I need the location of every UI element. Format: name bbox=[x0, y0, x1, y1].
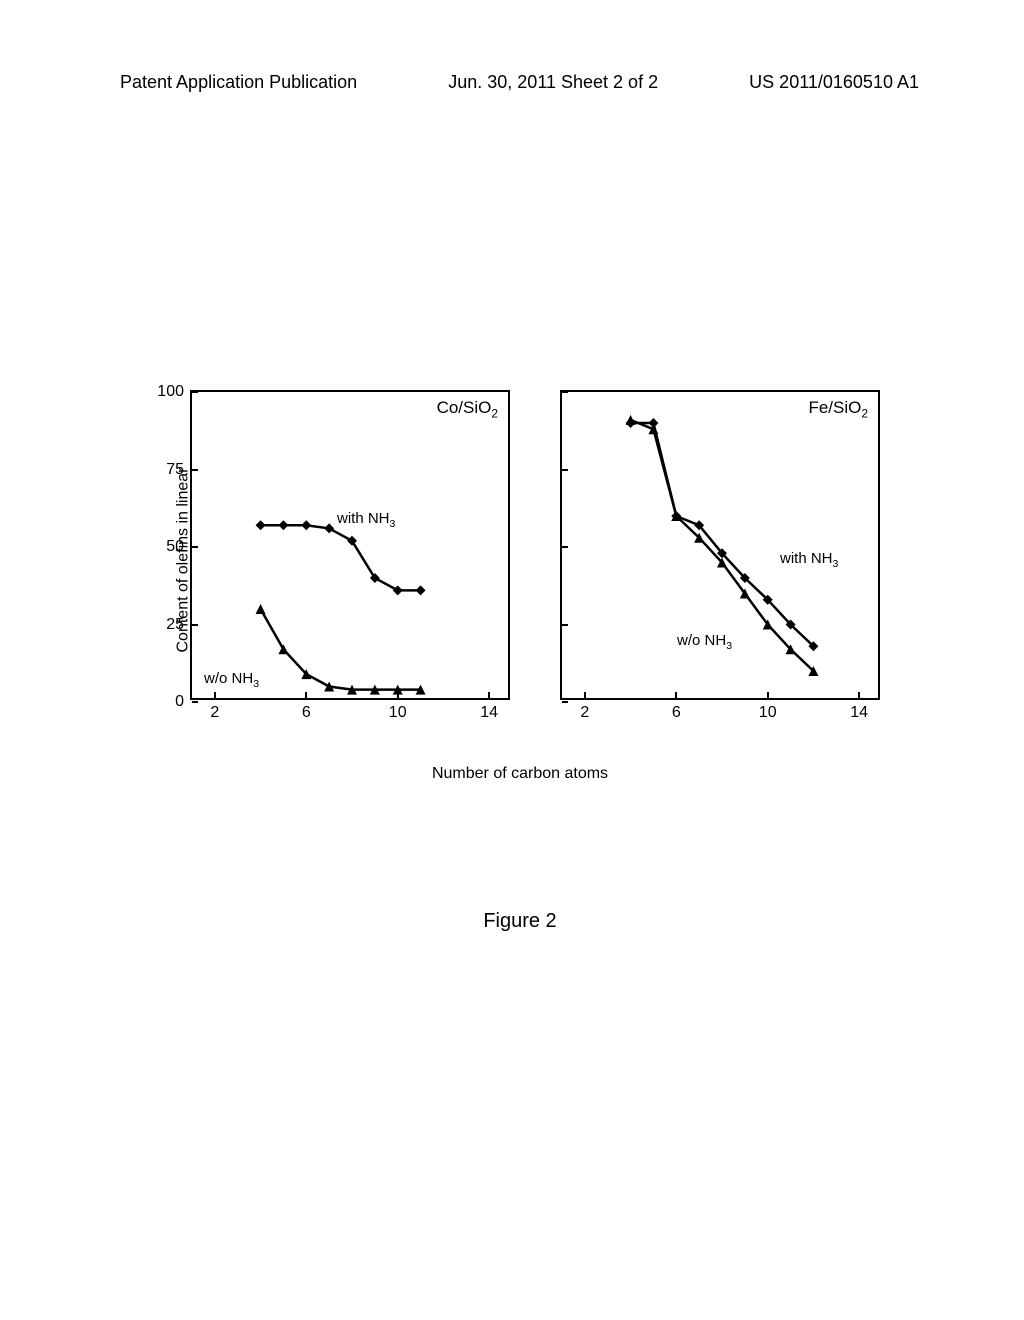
x-tick-label: 14 bbox=[850, 704, 868, 722]
series-marker bbox=[278, 520, 288, 530]
charts-container: Content of olefins in linearhydrocarbons… bbox=[160, 390, 880, 730]
page-header: Patent Application Publication Jun. 30, … bbox=[0, 72, 1024, 93]
series-line bbox=[261, 525, 421, 590]
series-marker bbox=[256, 520, 266, 530]
chart-panel-left: 0255075100261014Co/SiO2with NH3w/o NH3 bbox=[190, 390, 510, 700]
figure-label: Figure 2 bbox=[483, 910, 556, 933]
series-label: w/o NH3 bbox=[204, 670, 259, 690]
series-marker bbox=[324, 523, 334, 533]
chart-panel-right: 261014Fe/SiO2with NH3w/o NH3 bbox=[560, 390, 880, 700]
x-tick-label: 2 bbox=[210, 704, 219, 722]
y-tick-label: 75 bbox=[166, 461, 184, 479]
series-marker bbox=[626, 415, 636, 425]
x-tick-label: 6 bbox=[672, 704, 681, 722]
series-marker bbox=[301, 520, 311, 530]
x-tick-label: 14 bbox=[480, 704, 498, 722]
x-tick-label: 2 bbox=[580, 704, 589, 722]
series-marker bbox=[648, 424, 658, 434]
series-marker bbox=[416, 585, 426, 595]
chart-plot bbox=[562, 392, 878, 698]
series-label: with NH3 bbox=[780, 550, 838, 570]
y-tick-label: 100 bbox=[157, 383, 184, 401]
series-marker bbox=[393, 585, 403, 595]
x-tick-label: 6 bbox=[302, 704, 311, 722]
y-tick-label: 0 bbox=[175, 693, 184, 711]
chart-plot bbox=[192, 392, 508, 698]
header-center: Jun. 30, 2011 Sheet 2 of 2 bbox=[448, 72, 658, 93]
header-left: Patent Application Publication bbox=[120, 72, 357, 93]
header-right: US 2011/0160510 A1 bbox=[749, 72, 919, 93]
series-marker bbox=[256, 604, 266, 614]
y-tick-label: 50 bbox=[166, 538, 184, 556]
series-line bbox=[631, 423, 814, 646]
x-axis-label: Number of carbon atoms bbox=[432, 765, 608, 783]
series-label: with NH3 bbox=[337, 510, 395, 530]
series-label: w/o NH3 bbox=[677, 632, 732, 652]
series-marker bbox=[278, 644, 288, 654]
x-tick-label: 10 bbox=[389, 704, 407, 722]
y-tick-label: 25 bbox=[166, 616, 184, 634]
x-tick-label: 10 bbox=[759, 704, 777, 722]
